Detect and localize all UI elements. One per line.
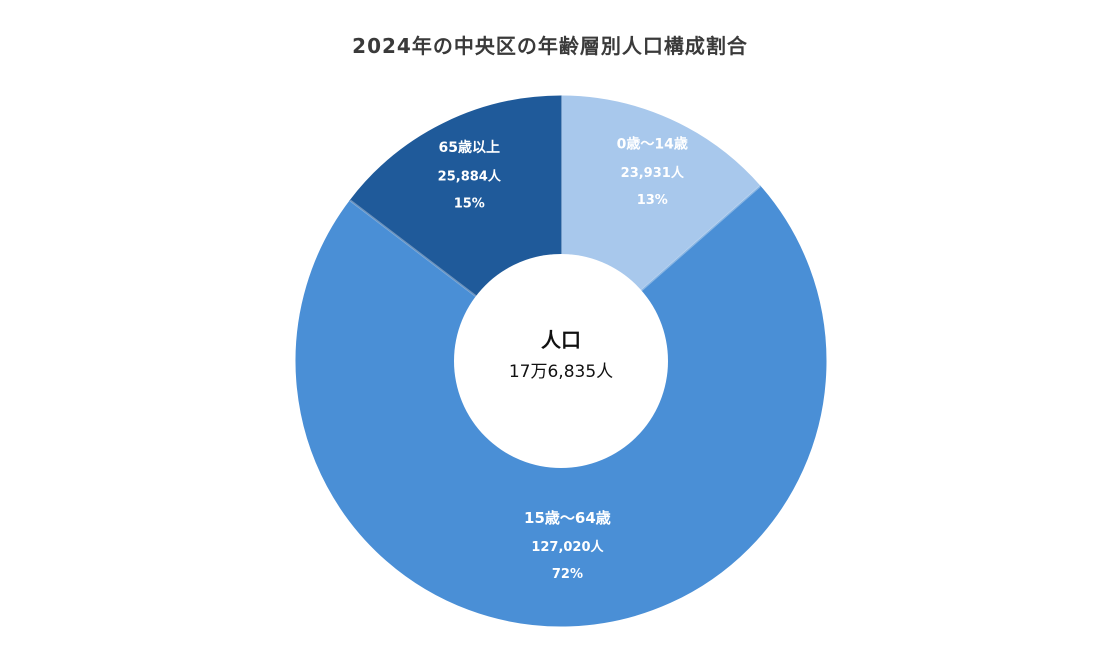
slice-value-label: 23,931人 xyxy=(621,165,685,181)
slice-percent-label: 13% xyxy=(637,193,668,208)
slice-name-label: 65歳以上 xyxy=(439,139,500,156)
slice-percent-label: 72% xyxy=(552,567,583,582)
chart-title: 2024年の中央区の年齢層別人口構成割合 xyxy=(352,34,748,58)
center-title: 人口 xyxy=(541,328,581,352)
slice-value-label: 25,884人 xyxy=(438,168,502,184)
slice-name-label: 15歳～64歳 xyxy=(524,509,611,527)
slice-value-label: 127,020人 xyxy=(531,539,604,555)
slice-percent-label: 15% xyxy=(454,196,485,211)
slice-name-label: 0歳～14歳 xyxy=(617,136,688,153)
donut-hole xyxy=(454,254,668,468)
center-value: 17万6,835人 xyxy=(509,362,613,382)
slice-labels-group: 0歳～14歳 23,931人 13% 15歳～64歳 127,020人 72% 65歳以上 2… xyxy=(438,136,688,582)
